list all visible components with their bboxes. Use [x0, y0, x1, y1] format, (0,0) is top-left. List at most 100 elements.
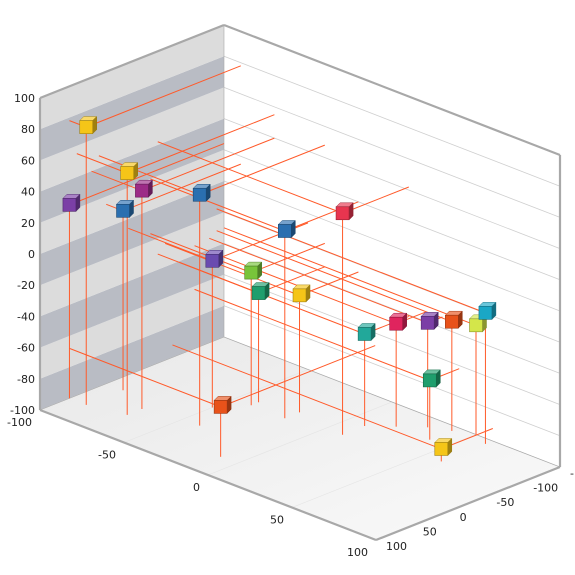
projection-line — [216, 230, 453, 323]
marker-front-face — [116, 204, 130, 218]
projection-line — [172, 344, 442, 450]
data-point-marker — [120, 161, 139, 181]
y-tick-label: 20 — [21, 217, 35, 230]
z-tick-label: 0 — [460, 511, 467, 524]
z-tick-label: -150 — [570, 467, 575, 480]
projection-line — [150, 178, 285, 232]
back-wall-gridline — [223, 274, 561, 405]
data-point-marker — [277, 219, 296, 239]
y-axis-tick-labels: -100 -80 -60 -40 -20 0 20 40 60 80 100 — [10, 92, 35, 417]
projection-line — [157, 141, 343, 214]
y-tick-label: -100 — [10, 404, 35, 417]
projection-line — [91, 170, 143, 192]
frame-edge — [39, 23, 225, 100]
left-wall-band — [40, 25, 224, 130]
marker-front-face — [478, 306, 493, 320]
marker-front-face — [79, 120, 94, 134]
marker-front-face — [244, 265, 258, 280]
z-axis-tick-labels: -150 -100 -50 0 50 100 — [386, 467, 575, 553]
back-wall-gridline — [223, 118, 561, 249]
marker-front-face — [445, 314, 459, 329]
marker-front-face — [120, 166, 134, 180]
projection-line — [98, 155, 200, 196]
data-markers — [62, 115, 497, 457]
back-wall-gridline — [223, 180, 561, 312]
back-wall-gridline — [223, 305, 561, 437]
projection-line — [199, 144, 325, 196]
x-tick-label: 100 — [347, 546, 368, 559]
back-wall-gridline — [223, 87, 561, 218]
frame-edge — [39, 408, 377, 542]
data-point-marker — [251, 281, 270, 301]
x-tick-label: -100 — [7, 416, 32, 429]
data-point-marker — [115, 199, 135, 218]
projection-line — [223, 227, 477, 326]
marker-front-face — [420, 316, 435, 330]
projection-line — [164, 242, 300, 296]
projection-line — [194, 288, 430, 381]
data-point-marker — [134, 179, 154, 198]
marker-front-face — [357, 327, 372, 341]
projection-line — [194, 245, 397, 325]
frame-edge — [375, 465, 561, 542]
z-tick-label: -50 — [496, 496, 514, 509]
marker-front-face — [292, 288, 307, 303]
back-wall-gridline — [223, 55, 561, 187]
marker-front-face — [422, 373, 437, 388]
marker-front-face — [213, 400, 228, 414]
data-point-marker — [205, 249, 224, 268]
projection-line — [209, 237, 428, 324]
chart-frame — [38, 23, 562, 542]
data-point-marker — [422, 369, 441, 388]
data-point-marker — [213, 395, 232, 415]
marker-front-face — [205, 254, 220, 268]
data-point-marker — [357, 322, 376, 342]
y-tick-label: 60 — [21, 154, 35, 167]
marker-front-face — [469, 318, 483, 333]
marker-front-face — [389, 316, 403, 331]
projection-line — [86, 65, 241, 128]
marker-front-face — [335, 206, 350, 221]
x-tick-label: -50 — [98, 449, 116, 462]
marker-front-face — [434, 442, 449, 456]
data-point-marker — [244, 261, 263, 280]
y-tick-label: 80 — [21, 123, 35, 136]
z-tick-label: 100 — [386, 540, 407, 553]
projection-line — [179, 262, 365, 335]
x-tick-label: 50 — [270, 514, 284, 527]
data-point-marker — [389, 312, 408, 331]
floor-gridline — [207, 401, 393, 476]
projection-line — [258, 266, 325, 294]
data-point-marker — [478, 301, 497, 321]
data-point-marker — [192, 183, 211, 202]
projection-line — [127, 114, 275, 174]
projection-line — [342, 186, 409, 214]
frame-edge — [223, 23, 561, 157]
data-point-marker — [62, 193, 81, 213]
data-point-marker — [335, 202, 354, 221]
x-axis-tick-labels: -100 -50 0 50 100 — [7, 416, 368, 559]
data-point-marker — [434, 437, 453, 457]
data-point-marker — [292, 284, 311, 303]
marker-front-face — [62, 198, 77, 212]
y-tick-label: -40 — [17, 310, 35, 323]
projection-line — [220, 345, 376, 408]
y-tick-label: -20 — [17, 279, 35, 292]
frame-edge — [39, 336, 225, 411]
y-tick-label: 0 — [28, 248, 35, 261]
back-wall-gridline — [223, 149, 561, 281]
y-tick-label: -80 — [17, 373, 35, 386]
projection-line — [141, 137, 275, 192]
marker-front-face — [277, 224, 292, 238]
chart-walls — [40, 25, 560, 540]
projection-lines — [68, 65, 493, 462]
marker-front-face — [192, 187, 207, 202]
data-point-marker — [444, 310, 463, 329]
projection-line — [69, 347, 221, 408]
data-point-marker — [79, 115, 98, 135]
z-tick-label: -100 — [533, 482, 558, 495]
projection-line — [76, 153, 128, 174]
back-wall-gridline — [223, 243, 561, 374]
